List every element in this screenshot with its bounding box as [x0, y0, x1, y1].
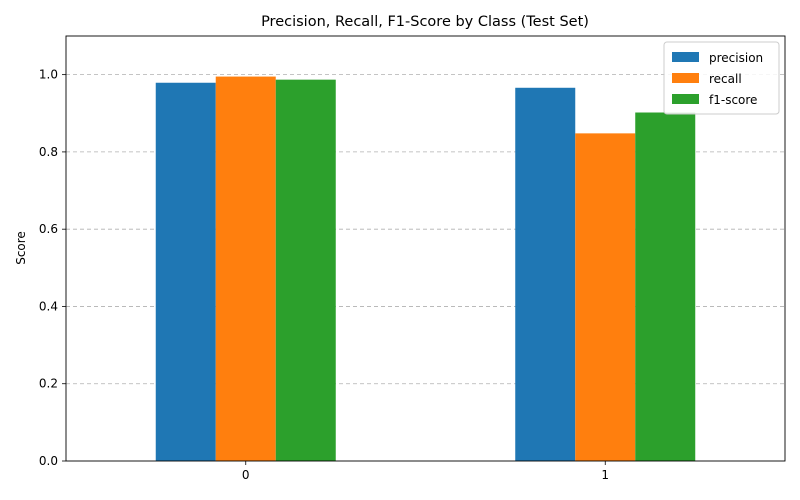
legend-swatch-recall [672, 73, 699, 83]
y-tick-label: 0.4 [39, 299, 58, 313]
y-tick-label: 0.6 [39, 222, 58, 236]
bar-precision-class-1 [515, 87, 576, 461]
legend-label-recall: recall [709, 72, 742, 86]
legend-label-f1-score: f1-score [709, 93, 757, 107]
legend-swatch-f1-score [672, 94, 699, 104]
plot-frame [65, 35, 786, 462]
legend-label-precision: precision [709, 51, 763, 65]
bars [155, 76, 696, 462]
axes: 0.0 0.2 0.4 0.6 0.8 1.0 0 1 [39, 35, 786, 482]
chart-title: Precision, Recall, F1-Score by Class (Te… [261, 14, 589, 30]
bar-recall-class-1 [575, 133, 636, 461]
y-tick-label: 1.0 [39, 68, 58, 82]
y-tick-label: 0.8 [39, 145, 58, 159]
bar-recall-class-0 [215, 76, 276, 462]
y-axis-title: Score [14, 231, 28, 265]
y-tick-label: 0.2 [39, 377, 58, 391]
legend[interactable]: precision recall f1-score [663, 41, 780, 115]
y-tick-label: 0.0 [39, 454, 58, 468]
bar-precision-class-0 [155, 82, 216, 461]
x-tick-label: 1 [601, 468, 609, 482]
bar-f1-score-class-1 [635, 112, 696, 461]
x-tick-label: 0 [242, 468, 250, 482]
legend-swatch-precision [672, 52, 699, 62]
bar-f1-score-class-0 [275, 79, 336, 461]
